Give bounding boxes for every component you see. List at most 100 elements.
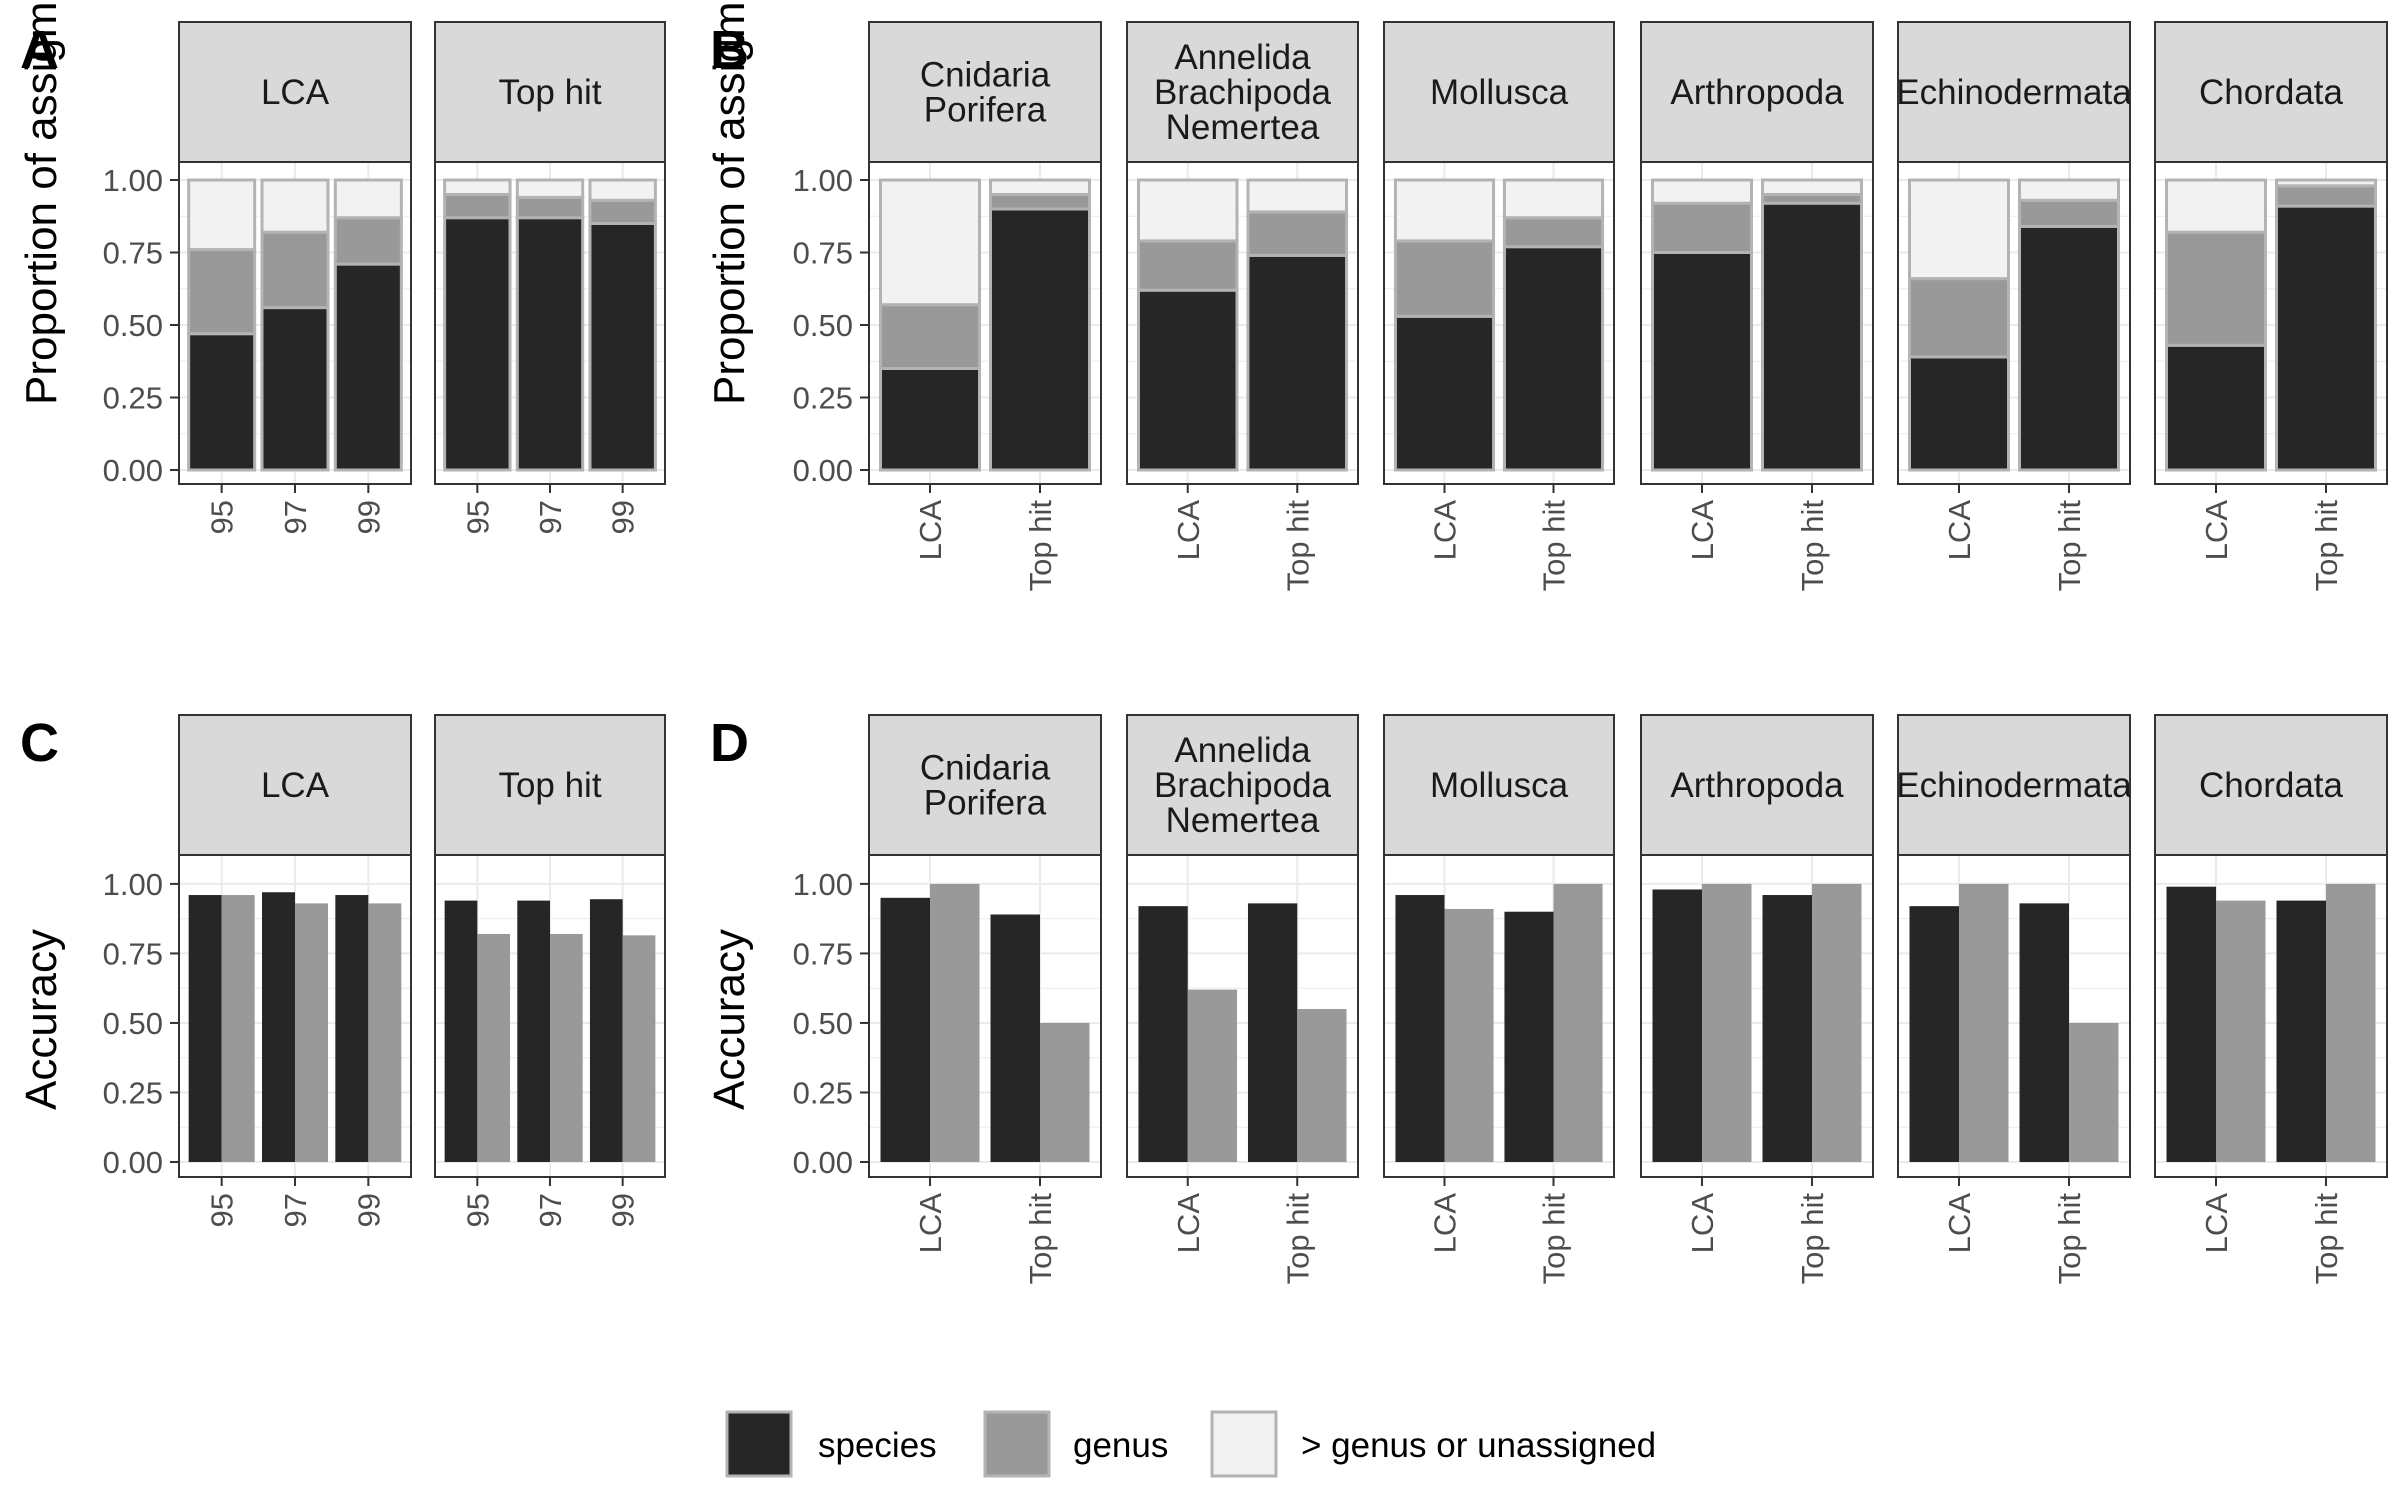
x-tick-label: 97	[278, 1193, 313, 1227]
y-tick-label: 0.75	[103, 936, 163, 971]
facet-strip-label: Brachipoda	[1154, 73, 1332, 112]
plot-border	[2154, 161, 2388, 485]
bar-species	[1762, 895, 1812, 1162]
bar-segment-species	[1651, 251, 1753, 472]
x-tick-label: 95	[205, 1193, 240, 1227]
x-tick-label: LCA	[1428, 500, 1463, 561]
panel-label: A	[20, 20, 59, 80]
x-tick-label: Top hit	[1795, 1193, 1830, 1285]
bar-segment-genus	[260, 230, 330, 310]
x-tick-label: 99	[606, 1193, 641, 1227]
bar-species	[1395, 895, 1445, 1162]
x-tick-label: LCA	[1171, 500, 1206, 561]
x-tick-label: Top hit	[1023, 1193, 1058, 1285]
plot-border	[434, 161, 666, 485]
bar-species	[1138, 906, 1188, 1162]
bar-segment-genus-or-unassigned	[2165, 178, 2267, 234]
y-tick-label: 0.25	[103, 1075, 163, 1110]
bar-segment-genus	[1136, 239, 1239, 292]
plot-border	[868, 854, 1102, 1178]
x-tick-label: LCA	[2199, 1193, 2234, 1254]
bar-segment-species	[2275, 204, 2377, 472]
panel-label: C	[20, 713, 59, 773]
facet-strip	[1897, 21, 2131, 163]
x-tick-label: LCA	[913, 500, 948, 561]
x-tick-label: Top hit	[1537, 500, 1572, 592]
y-tick-label: 0.25	[103, 381, 163, 416]
bar-segment-species	[989, 207, 1091, 472]
facet-strip	[1897, 714, 2131, 856]
bar-segment-species	[515, 216, 585, 472]
bar-segment-genus	[515, 195, 585, 220]
plot-border	[434, 854, 666, 1178]
y-tick-label: 0.00	[793, 453, 853, 488]
bar-segment-genus	[443, 193, 512, 220]
x-tick-label: Top hit	[2309, 1193, 2344, 1285]
x-tick-label: LCA	[2199, 500, 2234, 561]
y-axis-title: Proportion of assigments	[17, 0, 66, 405]
bar-genus	[550, 933, 583, 1162]
facet-strip-label: Annelida	[1174, 38, 1311, 77]
bar-genus	[477, 933, 511, 1162]
bar-segment-genus	[989, 193, 1091, 211]
bar-segment-genus-or-unassigned	[588, 178, 657, 202]
bar-species	[1247, 903, 1298, 1162]
facet-strip-label: Cnidaria	[920, 749, 1051, 788]
bar-genus	[2326, 883, 2376, 1162]
bar-segment-genus	[588, 198, 657, 226]
facet-strip-label: Nemertea	[1166, 801, 1320, 840]
y-tick-label: 0.25	[793, 381, 853, 416]
bar-genus	[221, 895, 255, 1162]
bar-segment-genus	[1502, 216, 1605, 249]
facet-strip	[2154, 714, 2388, 856]
legend-key	[983, 1410, 1051, 1478]
bar-segment-genus-or-unassigned	[1393, 178, 1496, 243]
x-tick-label: Top hit	[1280, 1193, 1315, 1285]
bar-segment-species	[1246, 253, 1349, 472]
bar-genus	[295, 903, 328, 1162]
bar-genus	[1297, 1009, 1347, 1162]
bar-segment-genus	[1246, 210, 1349, 257]
bar-segment-species	[187, 332, 257, 472]
facet: Mollusca LCA Top hit	[1383, 714, 1615, 1285]
y-tick-label: 0.50	[793, 308, 853, 343]
plot-border	[2154, 854, 2388, 1178]
bar-species	[2166, 886, 2216, 1162]
legend-key	[725, 1410, 793, 1478]
x-tick-label: Top hit	[2052, 500, 2087, 592]
panel-label: D	[710, 713, 749, 773]
facet-strip	[1383, 21, 1615, 163]
bar-genus	[2069, 1022, 2119, 1162]
bar-segment-genus-or-unassigned	[2018, 178, 2120, 202]
bar-species	[1909, 906, 1959, 1162]
x-tick-label: 99	[351, 1193, 386, 1227]
facet-strip	[178, 21, 412, 163]
bar-segment-genus-or-unassigned	[187, 178, 257, 252]
x-tick-label: Top hit	[1537, 1193, 1572, 1285]
x-tick-label: 99	[606, 500, 641, 534]
facet-strip-label: Porifera	[924, 784, 1047, 823]
bar-segment-species	[443, 216, 512, 472]
x-tick-label: 97	[533, 500, 568, 534]
facet: Top hit 95 97 99	[434, 714, 666, 1227]
x-tick-label: LCA	[1942, 500, 1977, 561]
bar-genus	[1812, 883, 1862, 1162]
y-tick-label: 1.00	[103, 867, 163, 902]
facet-strip-label: Arthropoda	[1670, 766, 1844, 805]
x-tick-label: Top hit	[1280, 500, 1315, 592]
x-tick-label: LCA	[913, 1193, 948, 1254]
x-tick-label: Top hit	[1795, 500, 1830, 592]
y-tick-label: 0.75	[103, 236, 163, 271]
facet: Echinodermata LCA Top hit	[1897, 21, 2131, 592]
facet-strip-label: LCA	[261, 73, 330, 112]
bar-species	[880, 897, 930, 1162]
legend-label: > genus or unassigned	[1301, 1426, 1656, 1465]
bar-species	[990, 914, 1040, 1162]
y-tick-label: 0.00	[793, 1145, 853, 1180]
facet-strip-label: LCA	[261, 766, 330, 805]
bar-segment-genus	[1393, 239, 1496, 318]
bar-segment-genus	[879, 303, 981, 371]
y-axis-title: Accuracy	[17, 929, 66, 1110]
facet: LCA 95 97 99	[178, 21, 412, 534]
